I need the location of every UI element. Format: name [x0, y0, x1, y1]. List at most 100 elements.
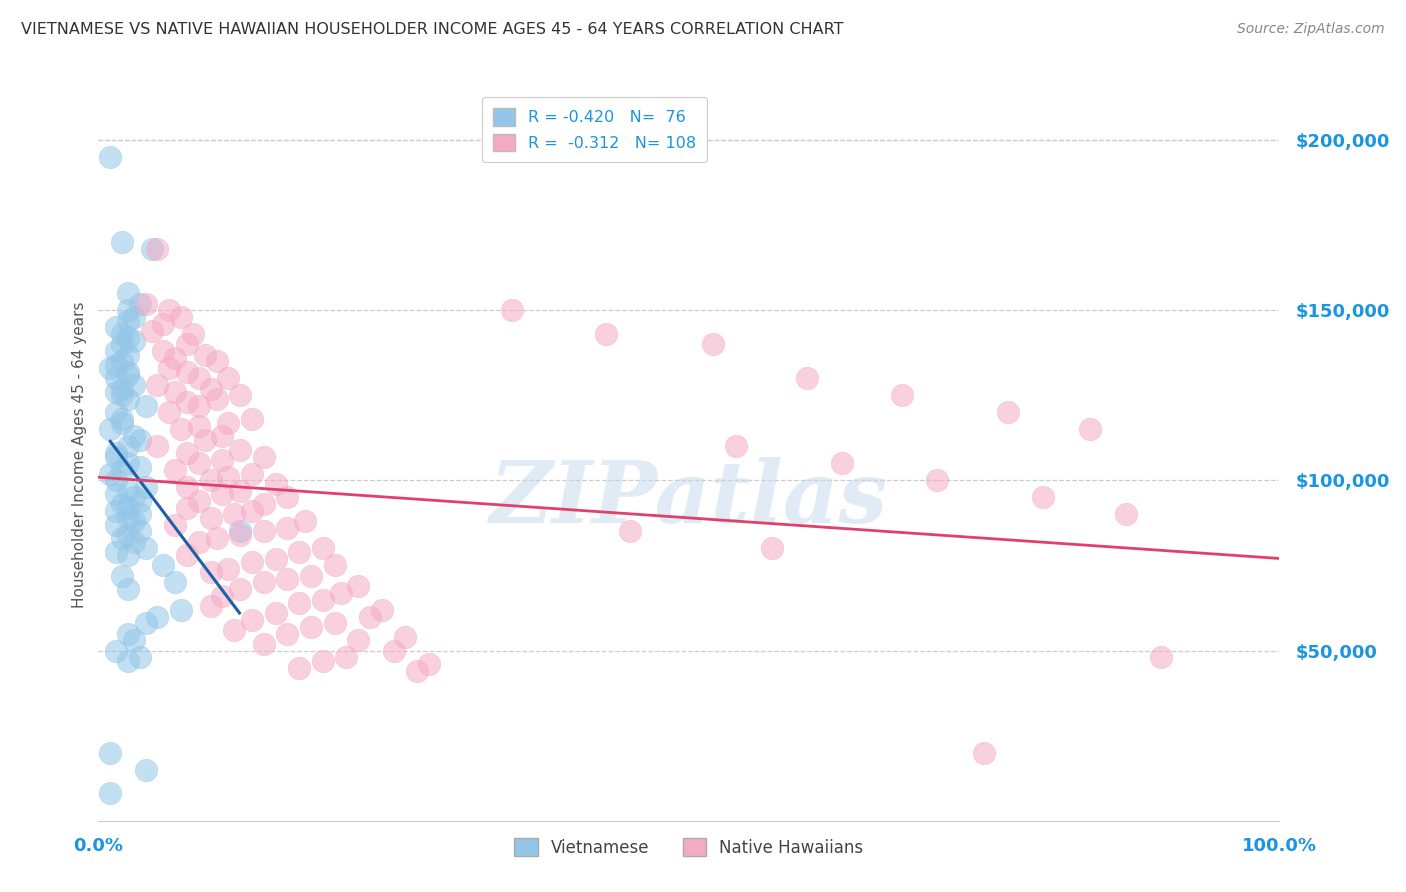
Point: [105, 358, 128, 372]
Point: [146, 242, 169, 256]
Point: [229, 582, 252, 597]
Point: [98, 361, 121, 376]
Point: [122, 534, 145, 549]
Point: [122, 491, 145, 505]
Point: [105, 344, 128, 359]
Point: [105, 450, 128, 464]
Point: [702, 337, 724, 351]
Point: [312, 592, 335, 607]
Point: [276, 626, 298, 640]
Point: [117, 347, 139, 361]
Point: [240, 467, 263, 481]
Point: [229, 528, 252, 542]
Point: [299, 620, 322, 634]
Point: [157, 405, 180, 419]
Point: [224, 508, 246, 522]
Point: [135, 616, 157, 631]
Point: [194, 433, 217, 447]
Point: [117, 654, 139, 668]
Point: [122, 310, 145, 325]
Point: [187, 457, 209, 471]
Point: [141, 242, 163, 256]
Point: [200, 474, 222, 488]
Point: [135, 480, 157, 494]
Point: [205, 392, 228, 406]
Point: [371, 603, 394, 617]
Point: [229, 483, 252, 498]
Point: [105, 446, 128, 460]
Point: [98, 786, 121, 800]
Point: [217, 371, 239, 385]
Point: [152, 558, 174, 573]
Point: [200, 511, 222, 525]
Point: [200, 382, 222, 396]
Point: [264, 476, 287, 491]
Point: [205, 354, 228, 368]
Point: [1080, 422, 1102, 436]
Point: [128, 459, 150, 474]
Point: [973, 746, 995, 760]
Point: [122, 633, 145, 648]
Point: [329, 585, 352, 599]
Point: [240, 504, 263, 518]
Point: [1032, 491, 1054, 505]
Y-axis label: Householder Income Ages 45 - 64 years: Householder Income Ages 45 - 64 years: [72, 301, 87, 608]
Point: [176, 446, 198, 460]
Point: [229, 388, 252, 402]
Point: [253, 637, 276, 651]
Point: [323, 558, 346, 573]
Point: [117, 303, 139, 318]
Point: [98, 467, 121, 481]
Point: [128, 650, 150, 665]
Point: [595, 327, 617, 342]
Point: [176, 365, 198, 379]
Point: [157, 361, 180, 376]
Point: [105, 384, 128, 399]
Point: [111, 463, 134, 477]
Point: [294, 514, 316, 528]
Point: [165, 384, 187, 399]
Point: [122, 429, 145, 443]
Point: [253, 450, 276, 464]
Point: [135, 296, 157, 310]
Point: [240, 412, 263, 426]
Point: [187, 534, 209, 549]
Point: [117, 626, 139, 640]
Point: [117, 368, 139, 382]
Point: [229, 442, 252, 457]
Point: [128, 433, 150, 447]
Point: [276, 521, 298, 535]
Point: [170, 310, 193, 325]
Point: [796, 371, 818, 385]
Point: [152, 317, 174, 331]
Legend: Vietnamese, Native Hawaiians: Vietnamese, Native Hawaiians: [508, 831, 870, 863]
Point: [105, 545, 128, 559]
Point: [122, 334, 145, 348]
Point: [211, 487, 233, 501]
Point: [146, 609, 169, 624]
Point: [997, 405, 1019, 419]
Point: [128, 296, 150, 310]
Point: [122, 378, 145, 392]
Point: [117, 365, 139, 379]
Point: [288, 660, 311, 674]
Point: [141, 324, 163, 338]
Point: [111, 327, 134, 342]
Point: [217, 416, 239, 430]
Point: [105, 405, 128, 419]
Point: [98, 422, 121, 436]
Point: [253, 524, 276, 539]
Point: [176, 395, 198, 409]
Point: [165, 351, 187, 365]
Point: [217, 562, 239, 576]
Point: [105, 371, 128, 385]
Point: [128, 524, 150, 539]
Point: [312, 541, 335, 556]
Point: [312, 654, 335, 668]
Point: [359, 609, 381, 624]
Point: [111, 388, 134, 402]
Point: [187, 419, 209, 434]
Point: [146, 439, 169, 453]
Point: [200, 566, 222, 580]
Point: [176, 480, 198, 494]
